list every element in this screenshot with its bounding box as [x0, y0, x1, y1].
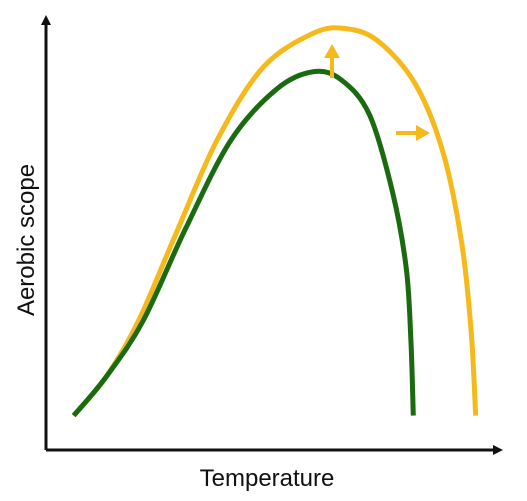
curves-group [71, 25, 479, 418]
up-arrow [324, 44, 340, 78]
y-axis-label: Aerobic scope [13, 164, 40, 316]
curve-yellow [71, 25, 479, 418]
curve-green [71, 68, 416, 418]
right-arrow [396, 125, 430, 141]
x-axis-label: Temperature [200, 465, 335, 492]
annotations-group [324, 44, 430, 141]
